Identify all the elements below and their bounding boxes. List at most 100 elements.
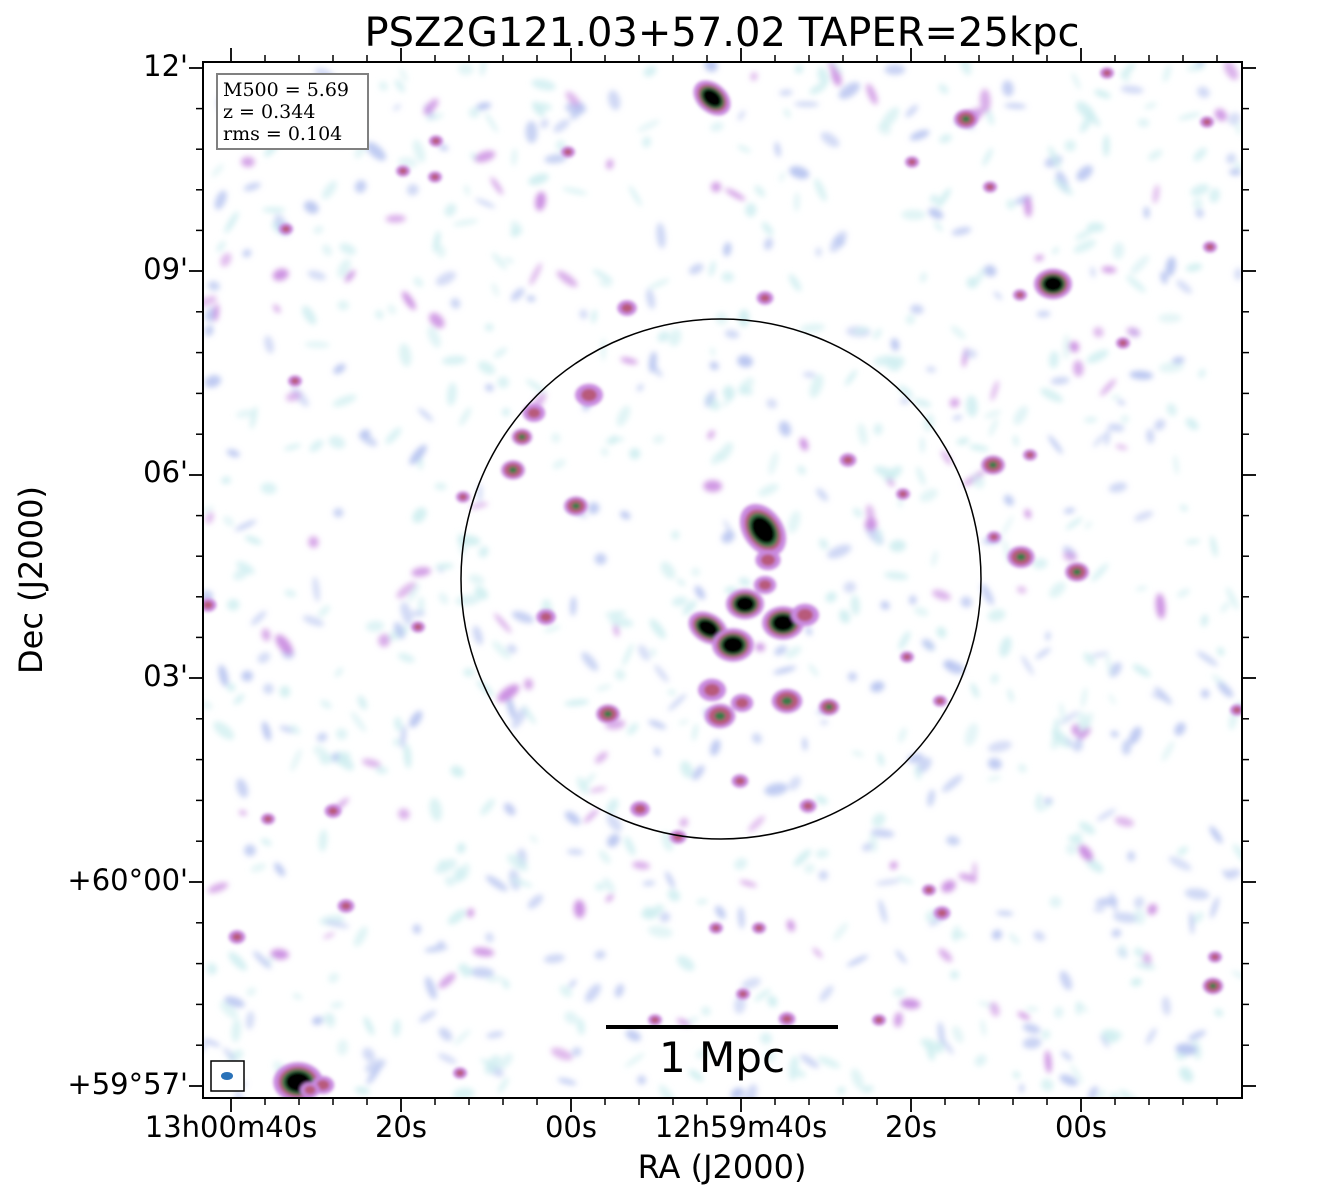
noise-patch (723, 519, 735, 540)
noise-patch (925, 366, 937, 373)
noise-patch (535, 191, 546, 211)
noise-patch (411, 567, 432, 577)
noise-patch (1085, 858, 1104, 873)
radio-source (693, 80, 731, 116)
noise-patch (510, 287, 525, 302)
noise-patch (938, 83, 949, 94)
noise-patch (485, 383, 494, 392)
noise-patch (745, 203, 757, 217)
noise-patch (497, 684, 520, 703)
noise-patch (1108, 693, 1116, 705)
noise-patch (583, 809, 599, 823)
radio-source (1034, 268, 1072, 300)
noise-patch (344, 270, 356, 283)
noise-patch (485, 875, 508, 892)
noise-patch (667, 689, 676, 696)
noise-patch (224, 211, 239, 234)
noise-patch (652, 435, 665, 444)
noise-patch (1017, 1011, 1030, 1020)
noise-patch (950, 970, 959, 980)
noise-patch (236, 778, 249, 798)
noise-patch (584, 983, 602, 1003)
noise-patch (1114, 816, 1134, 827)
noise-patch (602, 877, 615, 893)
noise-patch (589, 786, 607, 793)
noise-patch (491, 282, 499, 297)
noise-patch (1231, 970, 1242, 980)
radio-source (1200, 116, 1214, 128)
noise-patch (333, 507, 344, 518)
noise-patch (919, 272, 927, 283)
noise-patch (433, 230, 441, 253)
noise-patch (839, 609, 851, 624)
radio-source (453, 1067, 467, 1079)
radio-source (564, 496, 588, 516)
noise-patch (605, 610, 626, 617)
info-box: M500 = 5.69 z = 0.344 rms = 0.104 (216, 73, 369, 150)
noise-patch (624, 836, 636, 856)
noise-patch (1052, 717, 1060, 743)
noise-patch (436, 244, 446, 258)
radio-source (1013, 289, 1027, 301)
noise-patch (503, 257, 514, 264)
radio-source (698, 678, 726, 702)
noise-patch (809, 83, 827, 95)
noise-patch (452, 1087, 475, 1098)
noise-patch (900, 397, 910, 405)
radio-source (261, 813, 275, 825)
noise-patch (1196, 651, 1218, 667)
noise-patch (956, 437, 970, 445)
x-tick-label: 13h00m40s (145, 1110, 317, 1144)
noise-patch (1137, 118, 1150, 128)
noise-patch (233, 567, 249, 581)
noise-patch (883, 465, 903, 482)
noise-patch (990, 673, 999, 684)
noise-patch (1007, 688, 1014, 703)
noise-patch (1000, 515, 1014, 537)
noise-patch (1189, 911, 1194, 935)
noise-patch (779, 171, 786, 183)
noise-patch (261, 721, 272, 741)
noise-patch (1158, 313, 1182, 323)
noise-patch (1144, 102, 1157, 110)
noise-patch (337, 1039, 349, 1056)
noise-patch (866, 83, 878, 105)
noise-patch (529, 834, 538, 844)
noise-patch (228, 951, 247, 971)
noise-patch (1033, 931, 1046, 942)
noise-patch (502, 408, 510, 417)
noise-patch (737, 355, 753, 368)
noise-patch (1147, 903, 1158, 915)
noise-patch (952, 415, 963, 421)
noise-patch (817, 66, 829, 86)
noise-patch (768, 451, 779, 475)
noise-patch (406, 184, 419, 196)
radio-source (288, 375, 302, 387)
noise-patch (1025, 1006, 1039, 1012)
noise-patch (1162, 64, 1172, 83)
noise-patch (657, 331, 670, 342)
noise-patch (738, 377, 755, 393)
noise-patch (1022, 1037, 1042, 1049)
noise-patch (322, 1012, 335, 1024)
noise-patch (1217, 647, 1225, 656)
noise-patch (474, 150, 496, 163)
noise-patch (319, 753, 333, 765)
radio-source (522, 404, 546, 422)
noise-patch (552, 459, 566, 469)
noise-patch (339, 243, 356, 255)
noise-patch (875, 879, 901, 886)
noise-patch (302, 615, 325, 627)
noise-patch (636, 384, 644, 392)
noise-patch (1078, 821, 1096, 835)
noise-patch (1075, 1001, 1082, 1016)
noise-patch (1130, 255, 1150, 275)
noise-patch (620, 357, 638, 365)
radio-source (1202, 977, 1224, 995)
noise-patch (1053, 1006, 1064, 1019)
noise-patch (825, 591, 837, 603)
noise-patch (1192, 198, 1203, 210)
radio-source (933, 906, 951, 920)
noise-patch (678, 719, 689, 725)
noise-patch (1146, 428, 1155, 444)
